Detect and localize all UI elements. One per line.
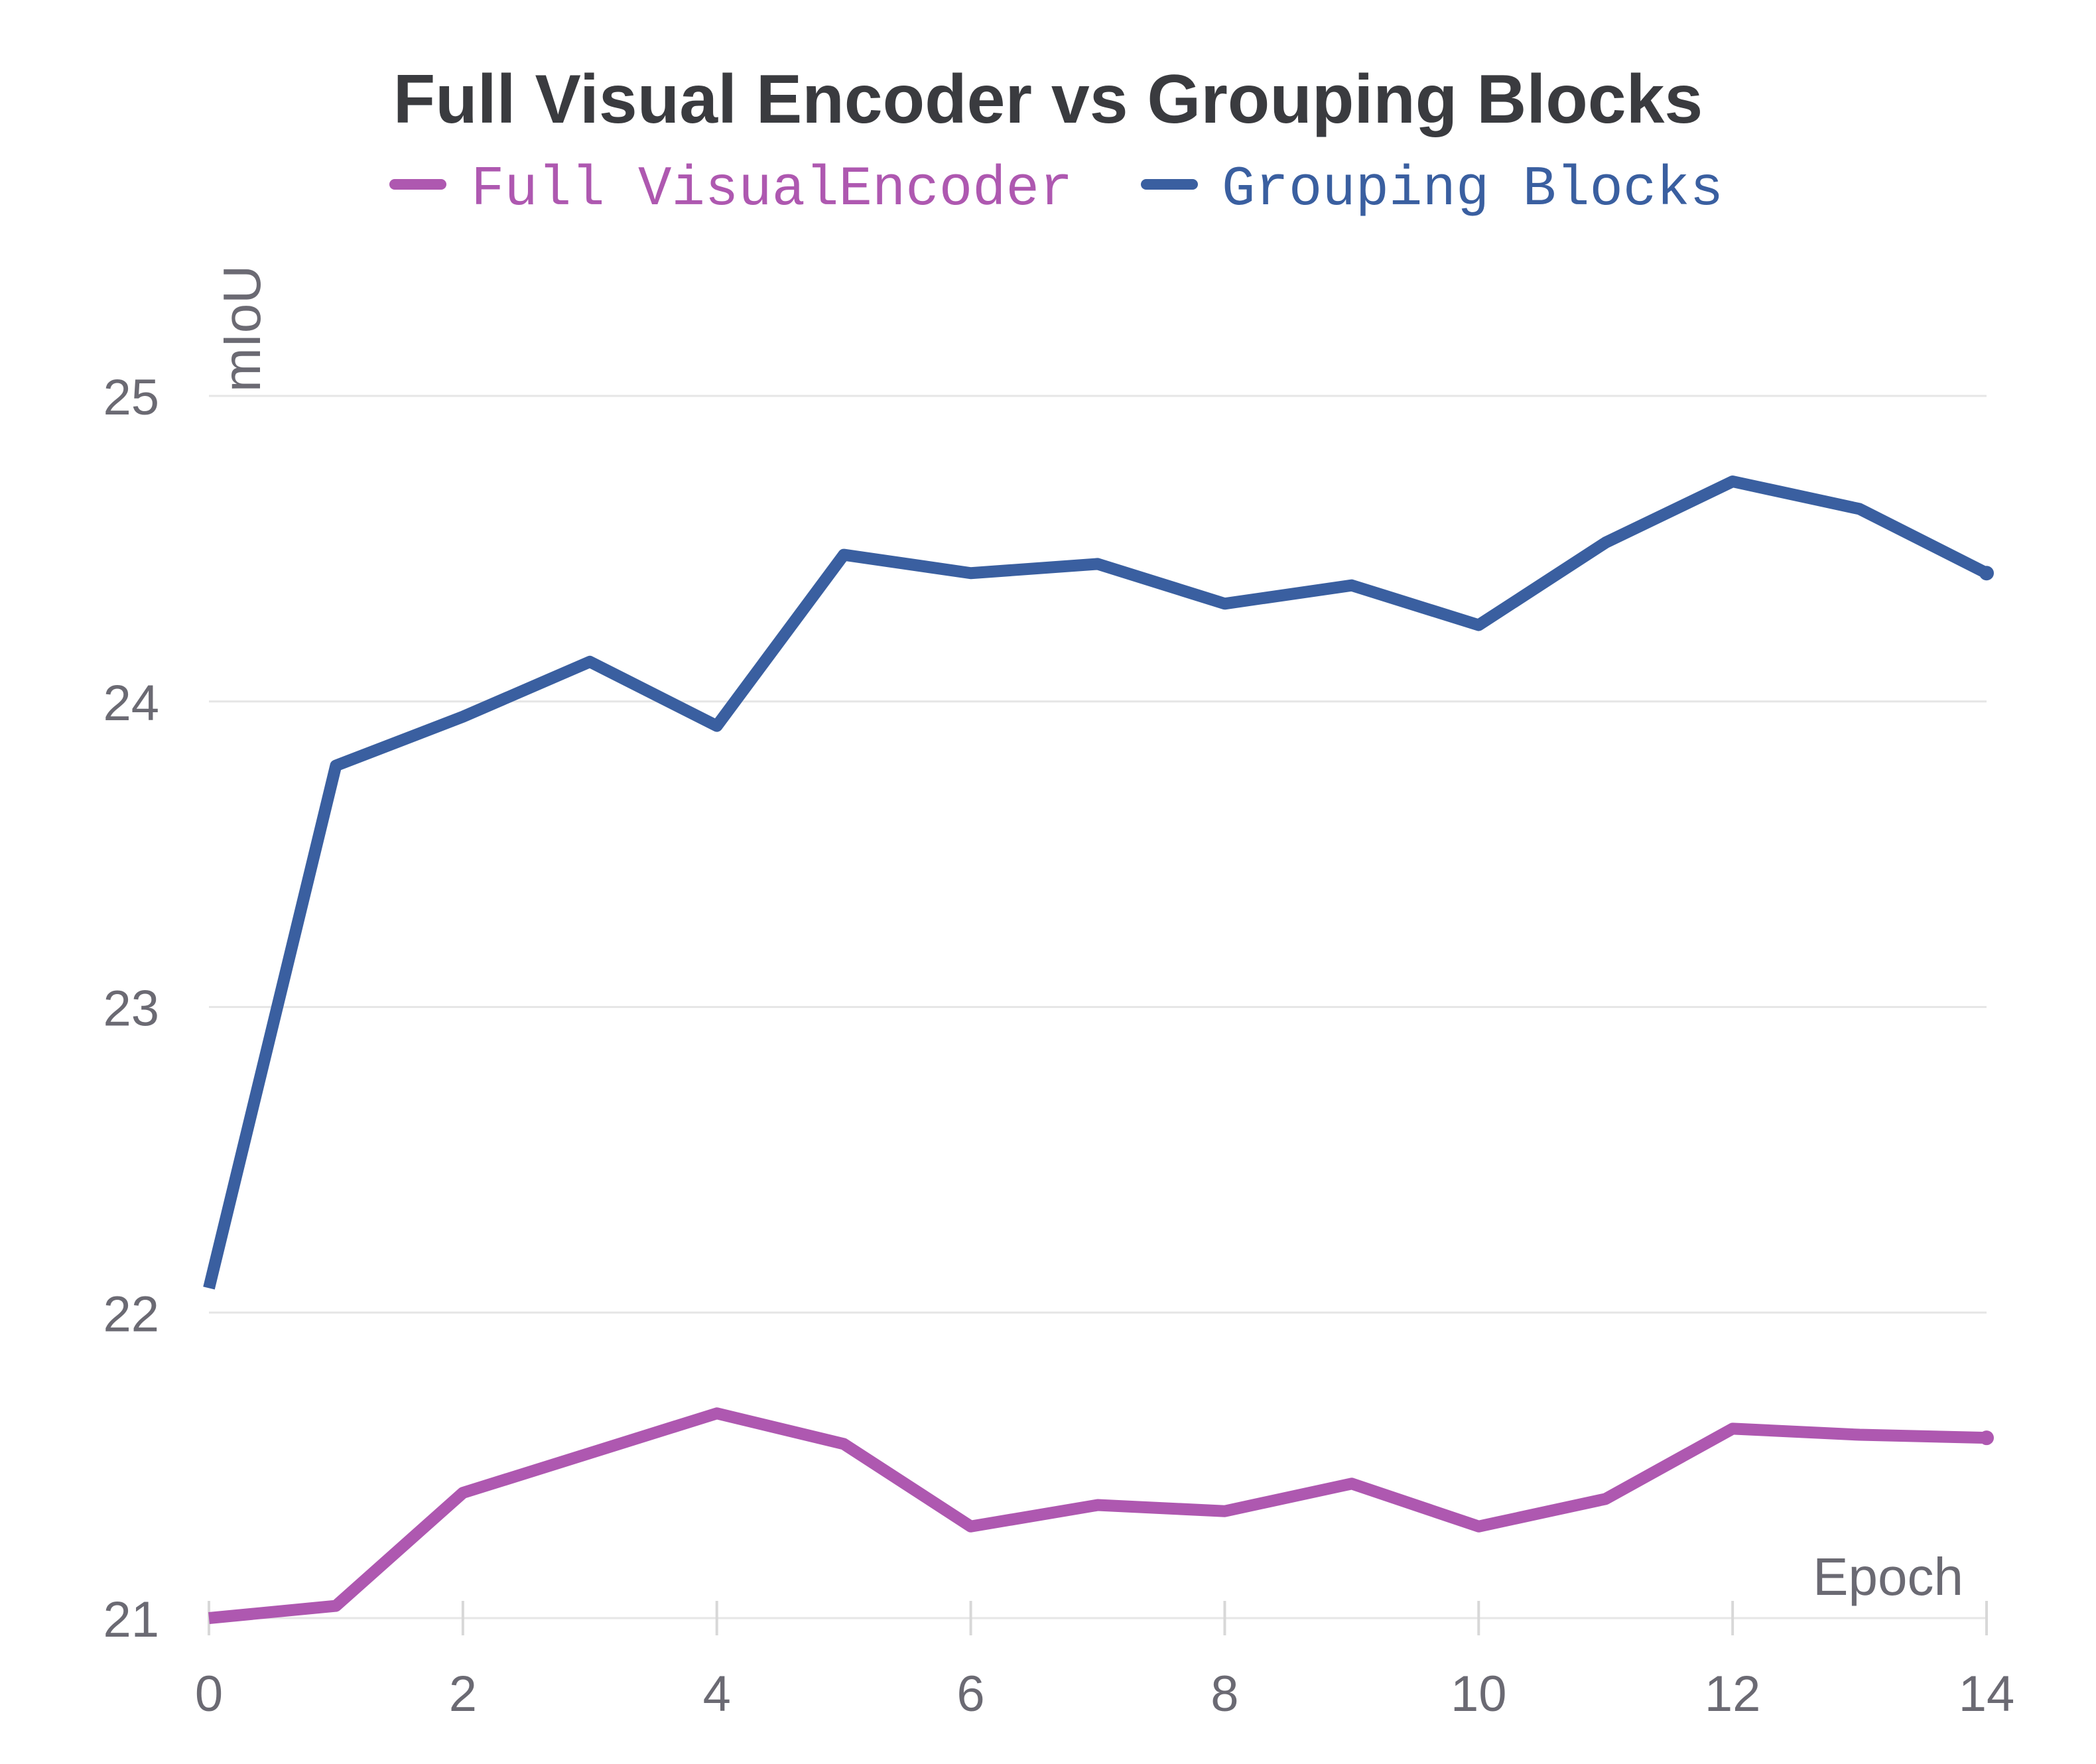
legend-label-full-visualencoder: Full VisualEncoder — [471, 158, 1073, 221]
legend-item-grouping-blocks[interactable]: Grouping Blocks — [1141, 158, 1723, 221]
series-endpoint-grouping-blocks[interactable] — [1979, 566, 1994, 581]
series-line-grouping-blocks[interactable] — [203, 475, 1990, 1290]
chart-title: Full Visual Encoder vs Grouping Blocks — [393, 61, 1703, 138]
x-tick-label-14: 14 — [1959, 1666, 2015, 1722]
x-axis: 0 2 4 6 8 10 12 14 — [195, 1601, 2014, 1722]
x-tick-label-0: 0 — [195, 1666, 223, 1722]
x-tick-label-6: 6 — [956, 1666, 984, 1722]
series-line-full-visualencoder[interactable] — [208, 1407, 1987, 1624]
plot-area — [203, 475, 1994, 1624]
legend: Full VisualEncoder Grouping Blocks — [389, 158, 1723, 221]
x-tick-label-12: 12 — [1705, 1666, 1761, 1722]
legend-item-full-visualencoder[interactable]: Full VisualEncoder — [389, 158, 1073, 221]
legend-label-grouping-blocks: Grouping Blocks — [1222, 158, 1723, 221]
x-tick-label-10: 10 — [1451, 1666, 1507, 1722]
x-tick-label-8: 8 — [1211, 1666, 1238, 1722]
y-axis-label: mIoU — [212, 265, 271, 392]
x-axis-label: Epoch — [1813, 1547, 1963, 1606]
y-tick-label-21: 21 — [103, 1592, 159, 1648]
y-tick-label-23: 23 — [103, 981, 159, 1037]
y-tick-label-24: 24 — [103, 675, 159, 731]
y-axis: 21 22 23 24 25 — [103, 369, 159, 1648]
x-tick-label-4: 4 — [703, 1666, 731, 1722]
y-tick-label-22: 22 — [103, 1286, 159, 1342]
series-endpoint-full-visualencoder[interactable] — [1979, 1430, 1994, 1446]
y-tick-label-25: 25 — [103, 369, 159, 426]
x-tick-label-2: 2 — [449, 1666, 477, 1722]
